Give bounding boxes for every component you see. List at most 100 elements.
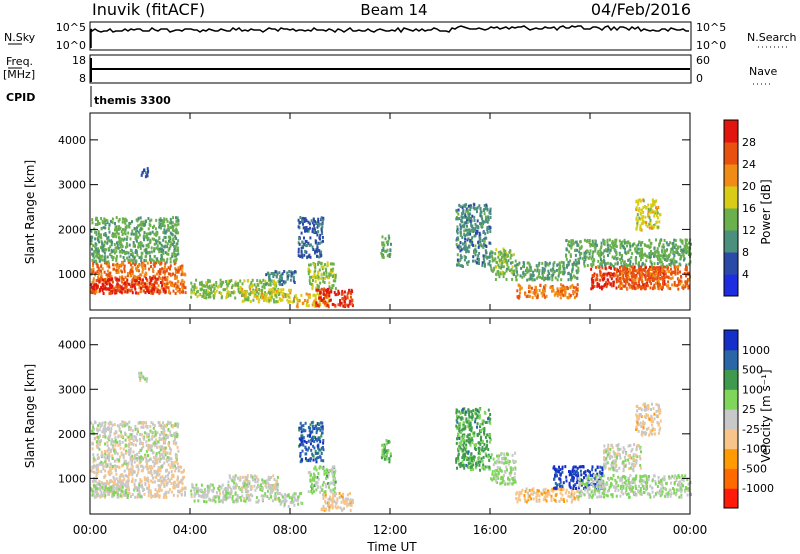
scatter-cell xyxy=(592,281,595,285)
scatter-cell xyxy=(261,285,264,289)
scatter-cell xyxy=(541,269,544,273)
scatter-cell xyxy=(321,225,324,229)
scatter-cell xyxy=(140,469,143,473)
scatter-cell xyxy=(522,272,525,276)
scatter-cell xyxy=(504,249,507,253)
scatter-cell xyxy=(551,278,554,282)
scatter-cell xyxy=(121,245,124,249)
scatter-cell xyxy=(137,242,140,245)
scatter-cell xyxy=(203,291,206,295)
scatter-cell xyxy=(171,243,174,247)
scatter-cell xyxy=(114,289,117,293)
scatter-cell xyxy=(105,462,107,466)
scatter-cell xyxy=(561,286,564,290)
scatter-cell xyxy=(515,278,518,282)
scatter-cell xyxy=(92,244,95,248)
scatter-cell xyxy=(142,244,145,248)
freq-tick-left-top: 18 xyxy=(72,54,86,67)
scatter-cell xyxy=(101,482,104,486)
scatter-cell xyxy=(173,240,176,244)
scatter-cell xyxy=(171,221,174,225)
scatter-cell xyxy=(660,264,663,268)
scatter-cell xyxy=(90,285,93,289)
scatter-cell xyxy=(254,488,257,492)
scatter-cell xyxy=(102,249,105,253)
scatter-cell xyxy=(91,290,94,294)
scatter-cell xyxy=(659,276,662,280)
nsky-strip: N.Sky 10^5 10^0 10^5 10^0 N.Search xyxy=(4,21,797,52)
scatter-cell xyxy=(234,280,237,284)
scatter-cell xyxy=(639,276,642,279)
scatter-cell xyxy=(635,206,638,210)
scatter-cell xyxy=(97,266,100,270)
scatter-cell xyxy=(482,231,485,234)
scatter-cell xyxy=(135,235,138,239)
scatter-cell xyxy=(150,469,153,473)
scatter-cell xyxy=(126,479,129,483)
nsky-tick-right-top: 10^5 xyxy=(696,21,726,34)
scatter-cell xyxy=(644,287,647,290)
scatter-cell xyxy=(543,287,546,290)
scatter-cell xyxy=(675,243,677,247)
scatter-cell xyxy=(119,492,122,496)
scatter-cell xyxy=(575,269,578,273)
scatter-cell xyxy=(110,485,113,489)
scatter-cell xyxy=(138,490,141,494)
scatter-cell xyxy=(96,457,99,460)
scatter-cell xyxy=(123,267,126,271)
scatter-cell xyxy=(543,270,546,274)
scatter-cell xyxy=(382,241,385,245)
scatter-cell xyxy=(661,269,664,273)
scatter-cell xyxy=(246,298,248,302)
scatter-cell xyxy=(656,276,659,279)
scatter-cell xyxy=(350,292,353,295)
scatter-cell xyxy=(293,299,295,303)
scatter-cell xyxy=(98,254,101,258)
scatter-cell xyxy=(95,252,98,255)
scatter-cell xyxy=(488,262,491,266)
scatter-cell xyxy=(115,477,118,481)
scatter-cell xyxy=(174,282,177,286)
scatter-cell xyxy=(102,226,105,230)
scatter-cell xyxy=(474,244,477,248)
scatter-cell xyxy=(150,246,153,250)
scatter-cell xyxy=(109,245,112,249)
scatter-cell xyxy=(153,224,156,228)
scatter-cell xyxy=(131,432,134,436)
scatter-cell xyxy=(108,422,111,426)
scatter-cell xyxy=(490,266,493,270)
scatter-cell xyxy=(155,246,158,250)
scatter-cell xyxy=(615,245,618,248)
scatter-cell xyxy=(154,279,157,283)
scatter-cell xyxy=(480,222,482,226)
scatter-cell xyxy=(491,251,494,255)
scatter-cell xyxy=(161,437,164,440)
scatter-cell xyxy=(103,482,106,486)
scatter-cell xyxy=(579,256,582,260)
scatter-cell xyxy=(117,232,120,236)
scatter-cell xyxy=(116,241,118,245)
scatter-cell xyxy=(230,290,233,294)
scatter-cell xyxy=(473,228,476,232)
scatter-cell xyxy=(173,248,176,251)
scatter-cell xyxy=(195,278,198,282)
scatter-cell xyxy=(660,260,663,264)
scatter-cell xyxy=(118,225,120,229)
scatter-cell xyxy=(666,284,668,288)
scatter-cell xyxy=(103,491,106,495)
scatter-cell xyxy=(637,243,640,247)
scatter-cell xyxy=(147,443,150,447)
freq-tick-right-top: 60 xyxy=(696,54,710,67)
scatter-cell xyxy=(111,445,114,449)
scatter-cell xyxy=(652,277,655,281)
scatter-cell xyxy=(297,225,300,229)
scatter-cell xyxy=(96,428,99,432)
scatter-cell xyxy=(670,260,673,264)
scatter-cell xyxy=(656,266,659,270)
scatter-cell xyxy=(270,298,272,302)
scatter-cell xyxy=(604,263,606,267)
scatter-cell xyxy=(456,229,458,233)
scatter-cell xyxy=(558,269,561,273)
scatter-cell xyxy=(136,488,139,492)
scatter-cell xyxy=(176,445,179,449)
